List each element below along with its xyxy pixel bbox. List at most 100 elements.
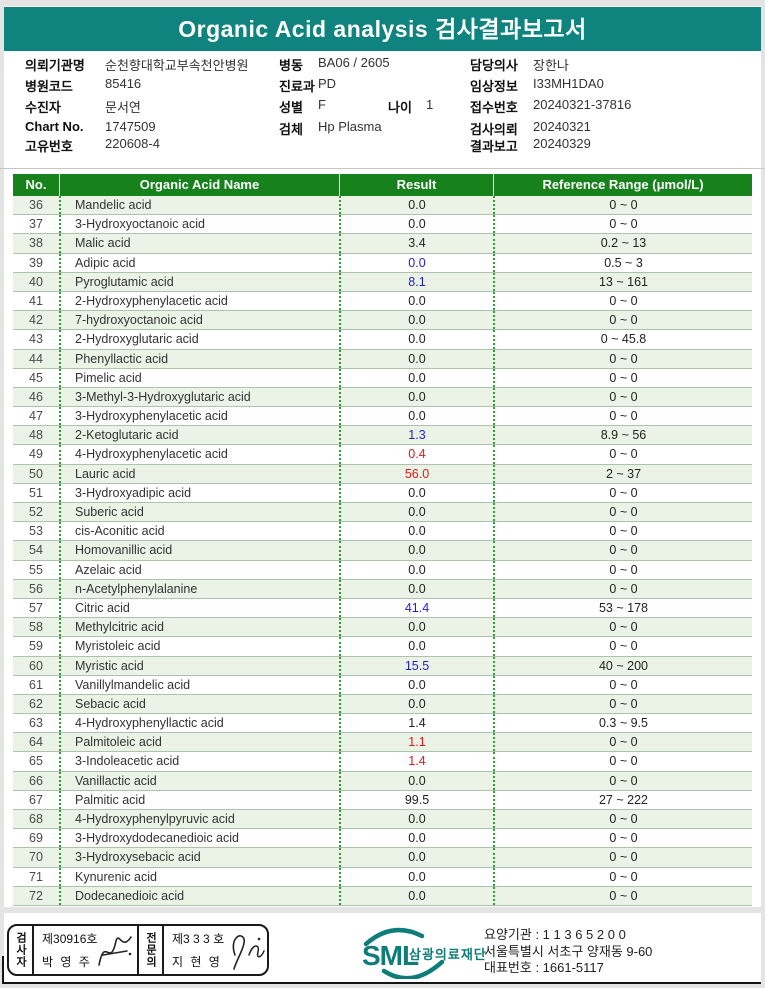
table-header-row: No. Organic Acid Name Result Reference Rang… <box>13 174 752 196</box>
examiner-stamp-cell: 제30916호 박 영 주 <box>34 926 139 974</box>
cell-result: 1.1 <box>339 733 493 752</box>
table-row: 64 Palmitoleic acid 1.1 0 ~ 0 <box>13 733 752 753</box>
svg-text:SML: SML <box>362 940 419 971</box>
info-label-left-2: 수진자 <box>25 100 61 115</box>
cell-name: 2-Ketoglutaric acid <box>59 426 339 445</box>
info-value-left-3: 1747509 <box>105 119 156 134</box>
specialist-stamp-cell: 제3 3 3 호 지 현 영 <box>164 926 267 974</box>
table-row: 53 cis-Aconitic acid 0.0 0 ~ 0 <box>13 522 752 542</box>
cell-no: 36 <box>29 198 43 212</box>
cell-ref: 8.9 ~ 56 <box>493 426 752 445</box>
cell-ref: 0.5 ~ 3 <box>493 253 752 272</box>
cell-no: 56 <box>29 581 43 596</box>
cell-name: n-Acetylphenylalanine <box>59 579 339 598</box>
table-row: 72 Dodecanedioic acid 0.0 0 ~ 0 <box>13 886 752 906</box>
table-row: 62 Sebacic acid 0.0 0 ~ 0 <box>13 694 752 715</box>
info-label-left-4: 고유번호 <box>25 139 73 154</box>
cell-no: 40 <box>29 274 43 289</box>
cell-name: 7-hydroxyoctanoic acid <box>59 311 339 330</box>
cell-no: 70 <box>29 850 43 865</box>
info-value-middle-1: PD <box>318 76 337 91</box>
cell-result: 0.0 <box>339 771 493 790</box>
cell-ref: 0 ~ 0 <box>493 541 752 560</box>
org-address-line-0: 요양기관 : 1 1 3 6 5 2 0 0 <box>484 927 626 942</box>
cell-name: 4-Hydroxyphenylacetic acid <box>59 445 339 464</box>
table-row: 67 Palmitic acid 99.5 27 ~ 222 <box>13 790 752 810</box>
cell-result: 0.0 <box>339 886 493 905</box>
specialist-signature <box>232 935 265 970</box>
cell-name: Dodecanedioic acid <box>59 886 339 905</box>
cell-result: 0.0 <box>339 483 493 502</box>
section-divider <box>0 168 765 169</box>
info-value-left-0: 순천향대학교부속천안병원 <box>105 58 249 73</box>
examiner-license-no: 제30916호 <box>42 932 98 946</box>
cell-result: 3.4 <box>339 234 493 253</box>
table-row: 45 Pimelic acid 0.0 0 ~ 0 <box>13 368 752 388</box>
cell-result: 0.0 <box>339 694 493 714</box>
cell-no: 66 <box>29 773 43 788</box>
cell-result: 0.0 <box>339 503 493 522</box>
info-label-middle-3: 검체 <box>279 122 303 137</box>
cell-result: 0.0 <box>339 829 493 848</box>
info-label-age: 나이 <box>388 100 412 115</box>
table-row: 68 4-Hydroxyphenylpyruvic acid 0.0 0 ~ 0 <box>13 810 752 830</box>
info-label-left-1: 병원코드 <box>25 79 73 94</box>
table-row: 65 3-Indoleacetic acid 1.4 0 ~ 0 <box>13 752 752 772</box>
page-title: Organic Acid analysis 검사결과보고서 <box>178 16 587 42</box>
table-row: 70 3-Hydroxysebacic acid 0.0 0 ~ 0 <box>13 848 752 868</box>
cell-ref: 0 ~ 0 <box>493 848 752 867</box>
cell-result: 8.1 <box>339 272 493 291</box>
cell-name: Mandelic acid <box>59 196 339 215</box>
cell-ref: 0 ~ 0 <box>493 810 752 829</box>
cell-result: 0.0 <box>339 618 493 637</box>
specialist-license-no: 제3 3 3 호 <box>172 932 225 946</box>
cell-ref: 0 ~ 0 <box>493 387 752 407</box>
cell-ref: 0 ~ 0 <box>493 675 752 694</box>
cell-name: 3-Methyl-3-Hydroxyglutaric acid <box>59 387 339 407</box>
table-row: 51 3-Hydroxyadipic acid 0.0 0 ~ 0 <box>13 483 752 503</box>
cell-ref: 40 ~ 200 <box>493 656 752 675</box>
cell-no: 37 <box>29 217 43 232</box>
cell-result: 0.0 <box>339 387 493 407</box>
cell-name: Palmitoleic acid <box>59 733 339 752</box>
cell-result: 0.0 <box>339 848 493 867</box>
cell-name: 3-Hydroxysebacic acid <box>59 848 339 867</box>
cell-no: 47 <box>29 409 43 424</box>
cell-no: 38 <box>29 236 43 251</box>
cell-no: 71 <box>29 869 43 884</box>
report-panel <box>4 6 761 907</box>
signature-stamp-box: 검사자 제30916호 박 영 주 전문의 제3 3 3 호 지 현 영 <box>7 924 269 976</box>
table-row: 47 3-Hydroxyphenylacetic acid 0.0 0 ~ 0 <box>13 407 752 427</box>
cell-no: 60 <box>29 658 43 673</box>
cell-no: 64 <box>29 735 43 750</box>
info-value-middle-0: BA06 / 2605 <box>318 55 390 70</box>
cell-result: 0.4 <box>339 445 493 464</box>
cell-no: 49 <box>29 447 43 462</box>
cell-name: Pimelic acid <box>59 368 339 387</box>
info-value-left-1: 85416 <box>105 76 142 91</box>
cell-result: 56.0 <box>339 464 493 483</box>
org-address-block: 요양기관 : 1 1 3 6 5 2 0 0 서울특별시 서초구 양재동 9-60… <box>484 927 652 977</box>
info-value-middle-2: F <box>318 97 326 112</box>
cell-result: 1.4 <box>339 714 493 733</box>
cell-ref: 0 ~ 0 <box>493 368 752 387</box>
cell-result: 41.4 <box>339 598 493 618</box>
table-row: 58 Methylcitric acid 0.0 0 ~ 0 <box>13 618 752 638</box>
cell-no: 51 <box>29 485 43 500</box>
cell-no: 48 <box>29 428 43 443</box>
cell-result: 0.0 <box>339 196 493 215</box>
cell-no: 54 <box>29 543 43 558</box>
org-name: 삼광의료재단 <box>409 947 487 962</box>
table-header-col-no: No. <box>25 177 47 192</box>
cell-name: cis-Aconitic acid <box>59 522 339 541</box>
cell-name: Sebacic acid <box>59 694 339 714</box>
org-address-line-2: 대표번호 : 1661-5117 <box>484 960 604 975</box>
table-row: 43 2-Hydroxyglutaric acid 0.0 0 ~ 45.8 <box>13 330 752 350</box>
cell-result: 0.0 <box>339 579 493 598</box>
table-row: 61 Vanillylmandelic acid 0.0 0 ~ 0 <box>13 675 752 695</box>
info-label-right-2: 접수번호 <box>470 100 518 115</box>
table-header-col-name: Organic Acid Name <box>59 174 339 196</box>
cell-name: Methylcitric acid <box>59 618 339 637</box>
cell-result: 1.3 <box>339 426 493 445</box>
cell-name: Malic acid <box>59 234 339 253</box>
